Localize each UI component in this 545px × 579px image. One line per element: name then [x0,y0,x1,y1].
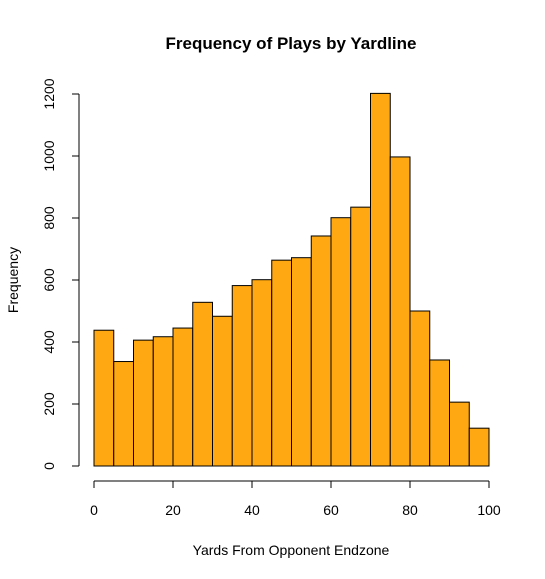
y-tick-label: 800 [41,206,57,230]
x-axis: 0 20 40 60 80 100 [90,480,501,518]
histogram-bar [93,329,115,467]
histogram-bar [231,285,253,467]
histogram-bar [370,92,391,467]
x-tick-label: 100 [477,502,501,518]
y-tick-label: 200 [41,392,57,416]
y-axis: 0 200 400 600 800 1000 1200 [41,78,80,470]
x-tick-label: 0 [90,502,98,518]
x-tick-label: 40 [244,502,260,518]
histogram-bar [429,359,450,467]
histogram-bar [350,206,371,467]
x-tick-label: 60 [323,502,339,518]
histogram-bar [330,217,352,467]
histogram-bar [291,257,312,467]
y-tick-label: 600 [41,268,57,292]
histogram-bar [192,301,213,467]
histogram-bar [468,427,490,467]
y-tick-label: 1200 [41,78,57,109]
histogram-bar [113,361,134,467]
y-axis-label: Frequency [5,247,21,313]
histogram-bar [389,156,411,467]
y-tick-label: 0 [41,462,57,470]
x-tick-label: 20 [165,502,181,518]
bars-group [93,92,490,467]
x-axis-label: Yards From Opponent Endzone [193,542,390,558]
chart-title: Frequency of Plays by Yardline [165,34,416,53]
y-tick-label: 1000 [41,140,57,171]
y-tick-label: 400 [41,330,57,354]
histogram-bar [133,339,154,467]
histogram-bar [251,279,273,467]
histogram-bar [310,235,332,467]
histogram-bar [212,315,233,467]
histogram-bar [409,310,431,467]
histogram-bar [271,259,292,467]
x-tick-label: 80 [402,502,418,518]
histogram-bar [172,327,194,467]
histogram-bar [152,336,174,467]
histogram-bar [449,401,470,467]
